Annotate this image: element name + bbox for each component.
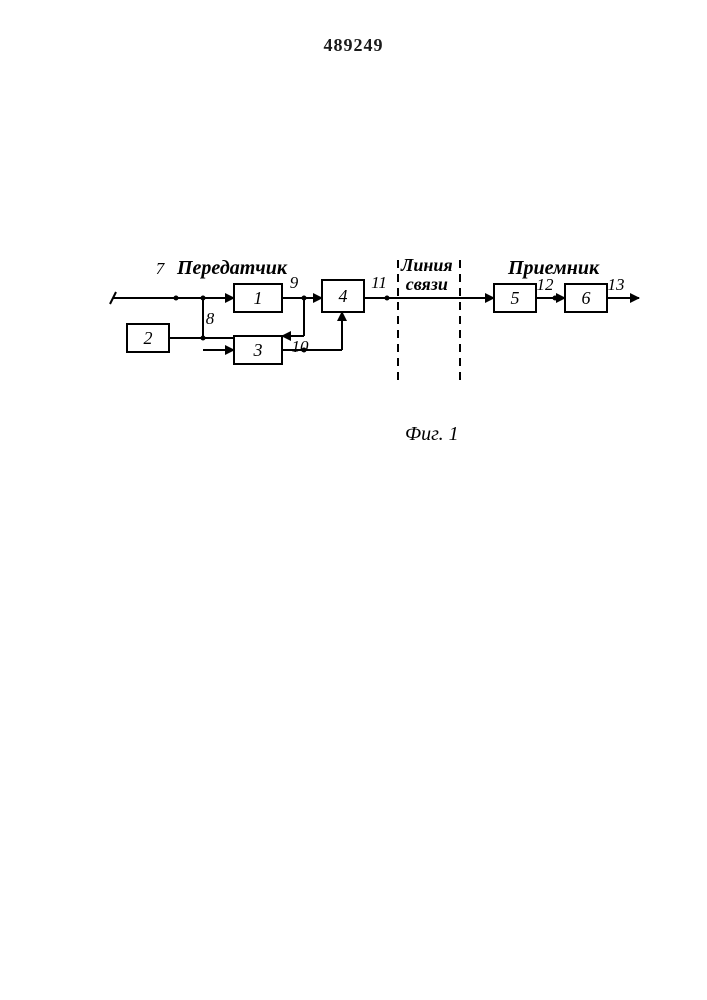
junction-node	[385, 296, 390, 301]
junction-node	[201, 296, 206, 301]
wire-label: 11	[371, 273, 387, 292]
block-label-2: 2	[144, 328, 153, 348]
block-label-1: 1	[254, 288, 263, 308]
wire-label: 9	[290, 273, 299, 292]
block-label-6: 6	[582, 288, 591, 308]
wire-label: 8	[206, 309, 215, 328]
wire-label: 12	[537, 275, 555, 294]
junction-node	[201, 336, 206, 341]
block-label-3: 3	[253, 340, 263, 360]
block-diagram: 12345678910111213	[0, 0, 707, 1000]
junction-node	[553, 296, 558, 301]
wire-label: 7	[156, 259, 166, 278]
block-label-5: 5	[511, 288, 520, 308]
junction-node	[302, 296, 307, 301]
block-label-4: 4	[339, 286, 348, 306]
junction-node	[174, 296, 179, 301]
wire-label: 13	[608, 275, 625, 294]
wire-label: 10	[292, 337, 310, 356]
